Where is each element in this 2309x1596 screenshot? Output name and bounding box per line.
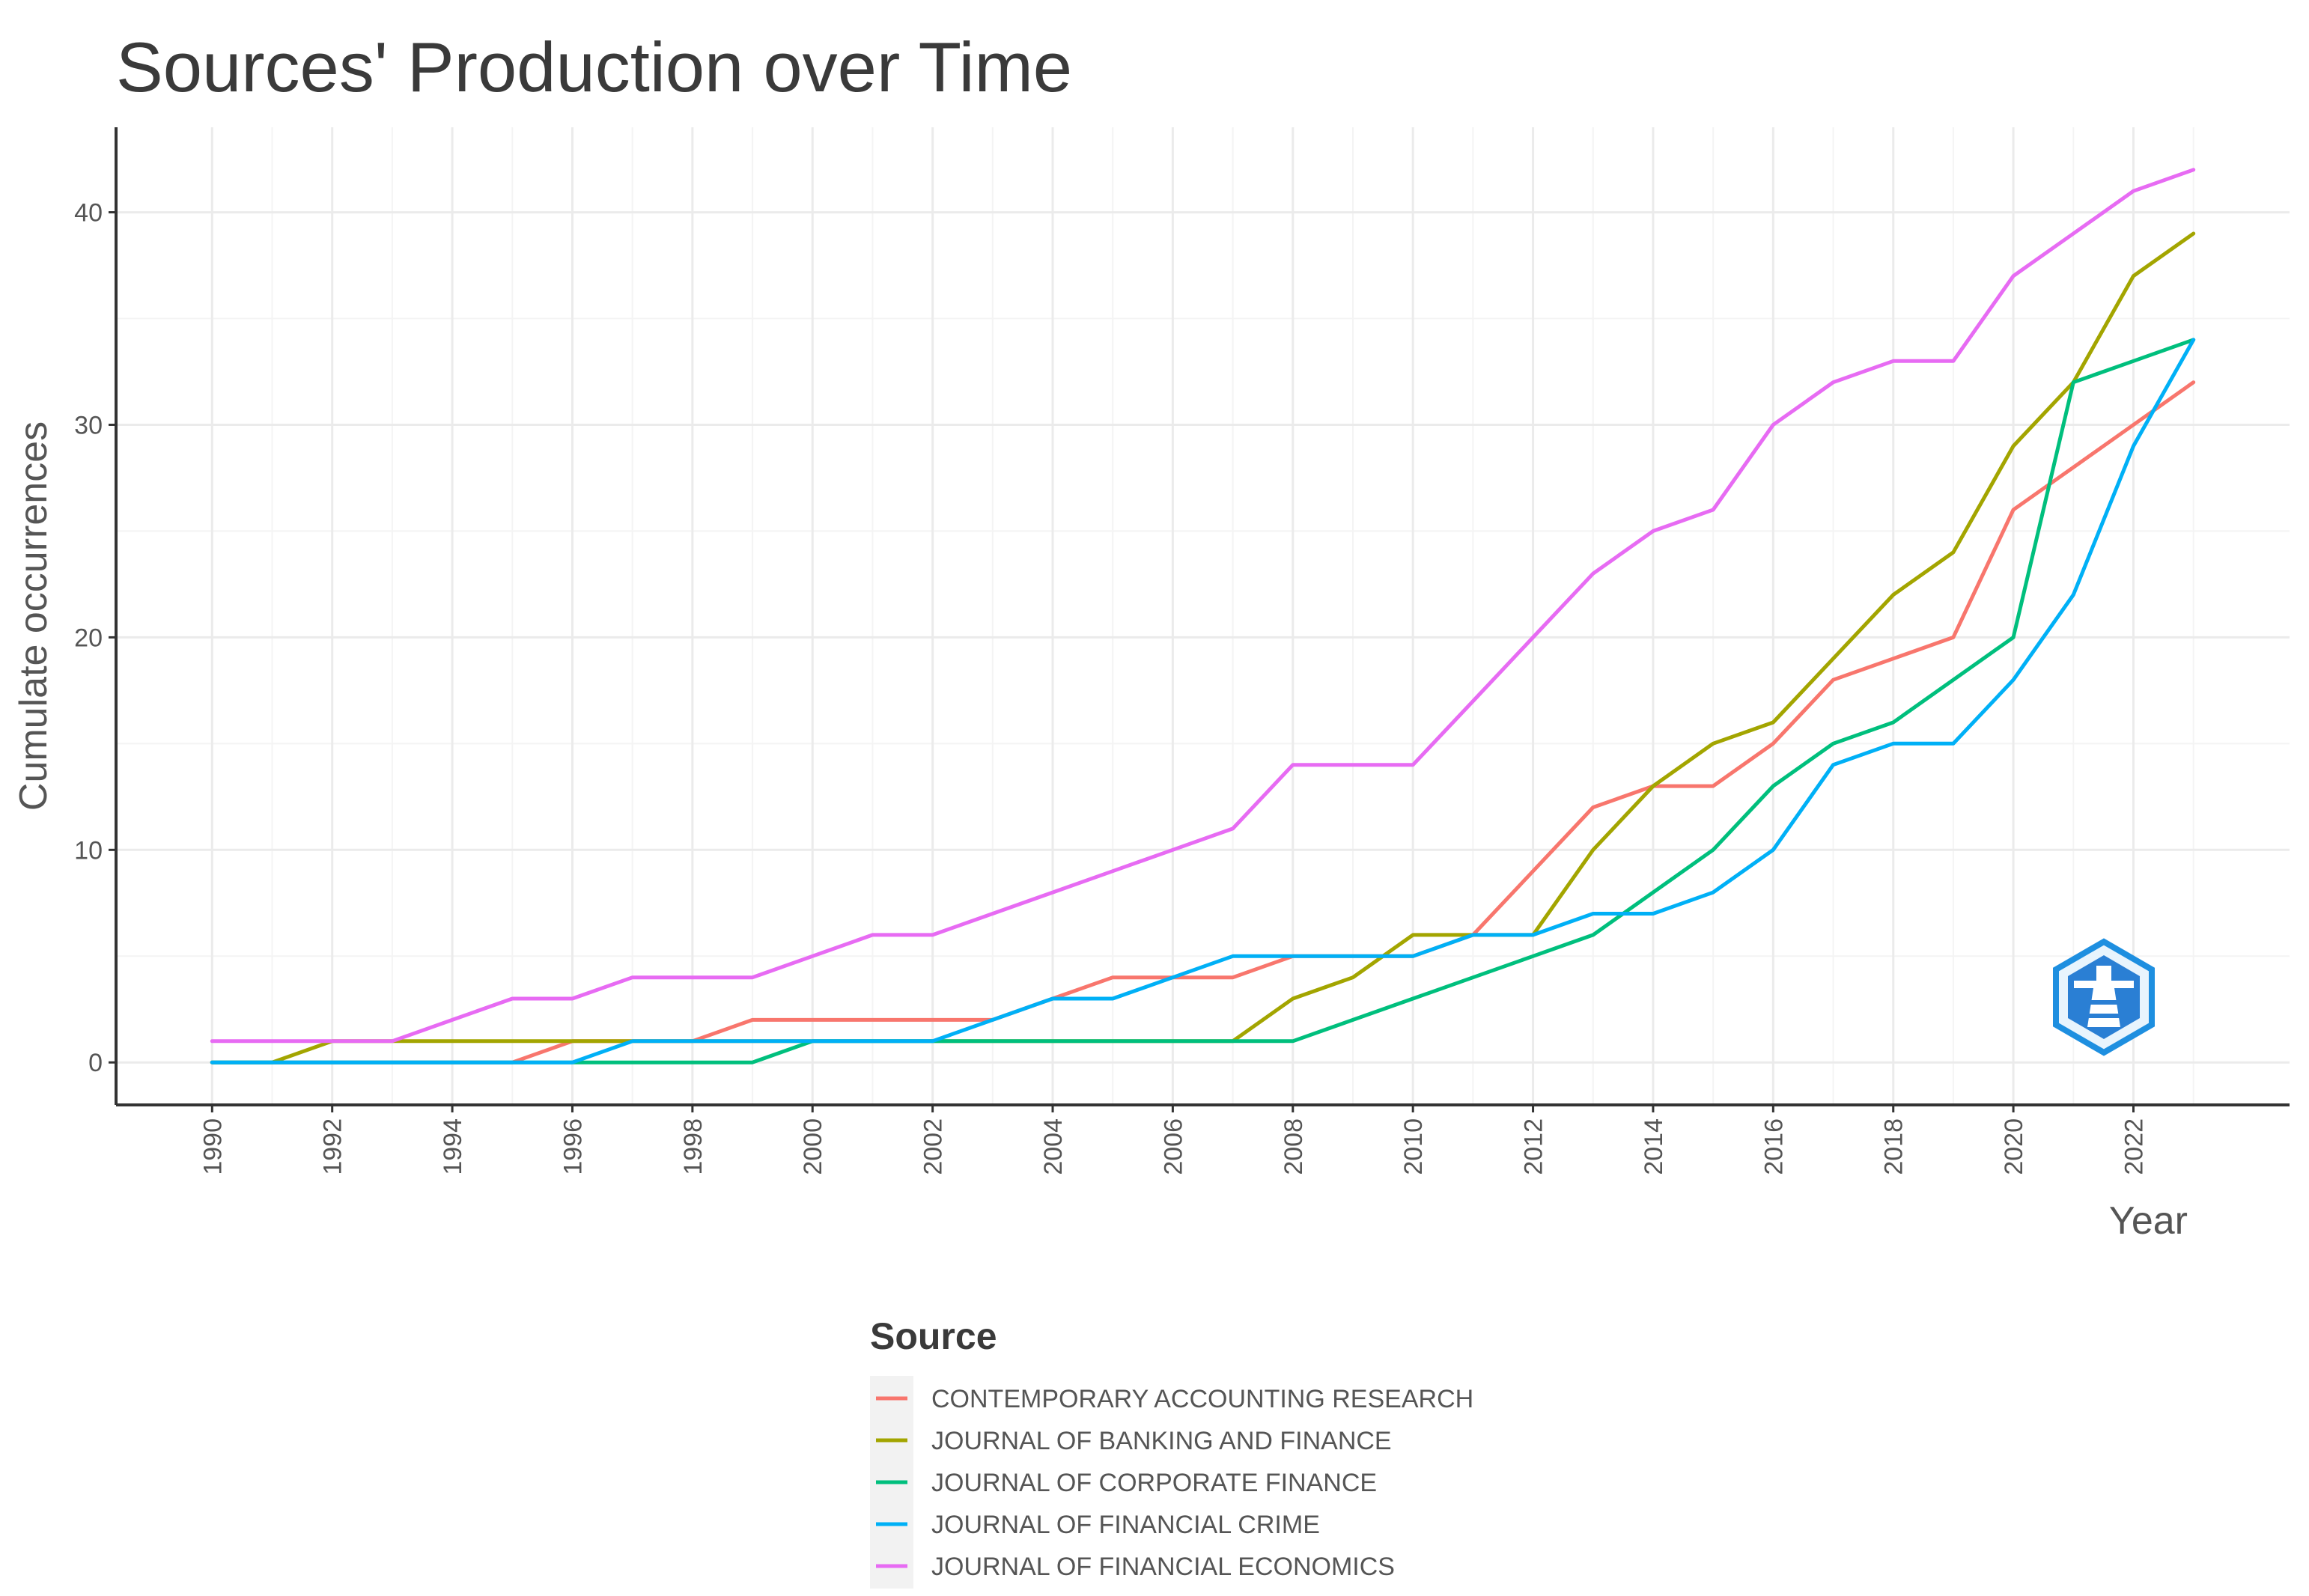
lighthouse-hexagon-icon bbox=[2053, 938, 2155, 1056]
x-tick-label: 1996 bbox=[559, 1118, 587, 1175]
x-tick-label: 2008 bbox=[1280, 1118, 1308, 1175]
x-tick-label: 2020 bbox=[2000, 1118, 2028, 1175]
x-tick-label: 1998 bbox=[679, 1118, 708, 1175]
x-tick-label: 2018 bbox=[1880, 1118, 1908, 1175]
legend: CONTEMPORARY ACCOUNTING RESEARCH JOURNAL … bbox=[870, 1376, 1473, 1589]
chart-title: Sources' Production over Time bbox=[116, 28, 1072, 106]
legend-label-journal-of-banking-and-finance: JOURNAL OF BANKING AND FINANCE bbox=[931, 1427, 1392, 1455]
legend-title: Source bbox=[870, 1315, 997, 1357]
major-gridlines bbox=[116, 127, 2290, 1105]
x-tick-label: 2006 bbox=[1159, 1118, 1187, 1175]
x-tick-label: 1994 bbox=[439, 1118, 467, 1175]
y-tick-label: 40 bbox=[74, 199, 103, 228]
x-tick-label: 2000 bbox=[799, 1118, 827, 1175]
x-tick-label: 2010 bbox=[1399, 1118, 1428, 1175]
y-axis-title: Cumulate occurrences bbox=[12, 421, 55, 811]
x-tick-label: 2002 bbox=[919, 1118, 948, 1175]
minor-gridlines bbox=[116, 127, 2290, 1105]
legend-label-contemporary-accounting-research: CONTEMPORARY ACCOUNTING RESEARCH bbox=[931, 1385, 1473, 1413]
x-tick-label: 1990 bbox=[198, 1118, 227, 1175]
x-tick-label: 2022 bbox=[2120, 1118, 2148, 1175]
series-line-contemporary-accounting-research bbox=[210, 380, 2196, 1064]
y-axis-ticks: 0 10 20 30 40 bbox=[74, 199, 116, 1077]
y-tick-label: 20 bbox=[74, 624, 103, 652]
x-tick-label: 1992 bbox=[319, 1118, 347, 1175]
y-tick-label: 10 bbox=[74, 836, 103, 865]
y-tick-label: 30 bbox=[74, 411, 103, 439]
legend-label-journal-of-financial-economics: JOURNAL OF FINANCIAL ECONOMICS bbox=[931, 1553, 1395, 1581]
x-tick-label: 2014 bbox=[1640, 1118, 1668, 1175]
y-tick-label: 0 bbox=[88, 1049, 103, 1077]
x-axis-title: Year bbox=[2109, 1199, 2188, 1243]
x-axis-ticks: 1990 1992 1994 1996 1998 2000 2002 2004 2006 2008… bbox=[198, 1105, 2148, 1175]
series-lines bbox=[210, 168, 2196, 1064]
series-line-journal-of-corporate-finance bbox=[210, 338, 2196, 1064]
legend-label-journal-of-financial-crime: JOURNAL OF FINANCIAL CRIME bbox=[931, 1511, 1320, 1539]
x-tick-label: 2004 bbox=[1039, 1118, 1068, 1175]
series-line-journal-of-financial-crime bbox=[210, 338, 2196, 1064]
x-tick-label: 2016 bbox=[1759, 1118, 1788, 1175]
series-line-journal-of-financial-economics bbox=[210, 168, 2196, 1044]
series-line-journal-of-banking-and-finance bbox=[210, 231, 2196, 1064]
x-tick-label: 2012 bbox=[1520, 1118, 1548, 1175]
legend-label-journal-of-corporate-finance: JOURNAL OF CORPORATE FINANCE bbox=[931, 1469, 1377, 1497]
